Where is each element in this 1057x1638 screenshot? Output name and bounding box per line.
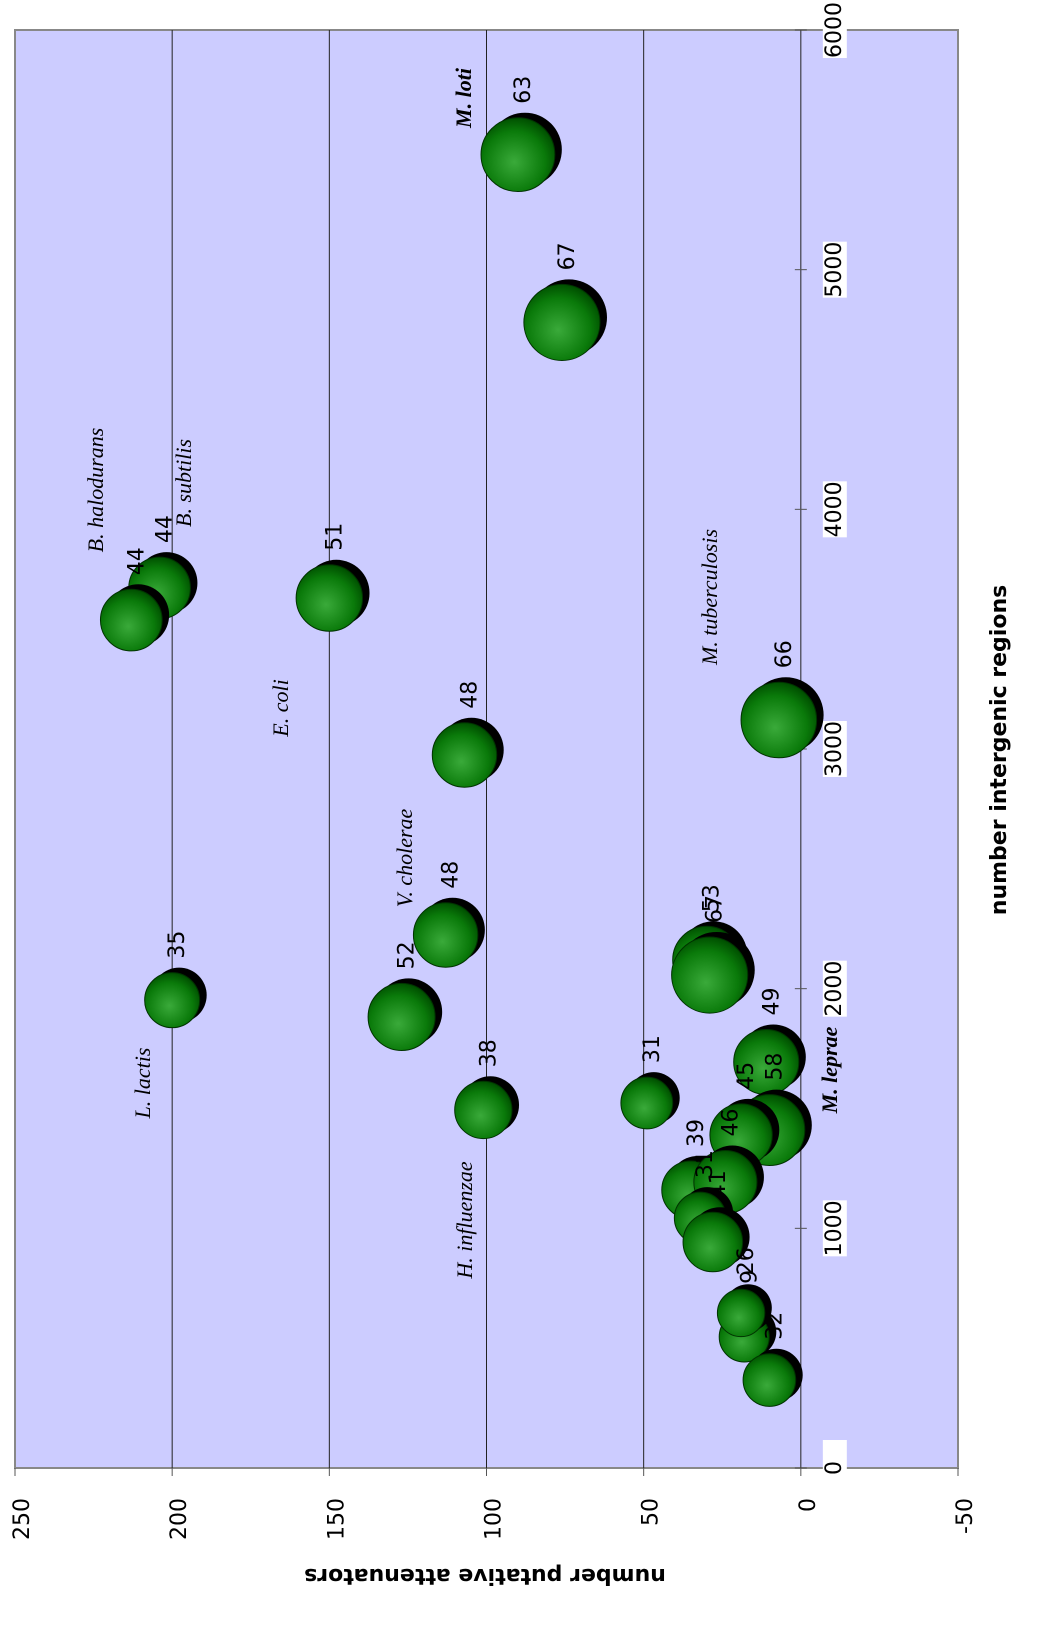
bubble <box>620 1076 674 1130</box>
y-tick-label: -50 <box>953 1498 978 1534</box>
bubble <box>671 936 749 1014</box>
bubble <box>144 972 201 1029</box>
annotation: B. halodurans <box>83 428 108 553</box>
x-tick-label: 5000 <box>822 242 847 298</box>
bubble-label: 44 <box>153 515 178 543</box>
annotation: L. lactis <box>130 1048 155 1120</box>
bubble-label: 32 <box>762 1312 787 1340</box>
bubble-label: 51 <box>322 523 347 551</box>
tick-label-bg <box>822 1440 847 1496</box>
bubble <box>431 722 498 788</box>
tick-label-bg <box>822 960 847 1017</box>
bubble <box>523 283 601 361</box>
y-tick-label: 100 <box>482 1498 507 1540</box>
bubble-label: 49 <box>759 987 784 1015</box>
x-tick-label: 6000 <box>822 2 847 58</box>
y-tick-label: 150 <box>324 1498 349 1540</box>
annotation: V. cholerae <box>392 808 417 907</box>
annotation: E. coli <box>268 679 293 737</box>
bubble-label: 41 <box>706 1170 731 1198</box>
x-tick-label: 3000 <box>822 721 847 777</box>
y-axis-title: number putative attenuators <box>304 1563 666 1588</box>
bubble <box>716 1288 766 1338</box>
bubble-label: 26 <box>734 1247 759 1275</box>
bubble <box>740 681 818 759</box>
x-tick-label: 0 <box>822 1461 847 1475</box>
bubble <box>367 982 436 1051</box>
bubble-label: 31 <box>640 1035 665 1063</box>
y-tick-label: 250 <box>10 1498 35 1540</box>
bubble <box>99 588 163 652</box>
tick-label-bg <box>822 481 847 538</box>
bubble-label: 48 <box>457 681 482 709</box>
bubble-label: 63 <box>511 76 536 104</box>
annotation: M. leprae <box>817 1026 842 1114</box>
y-tick-label: 200 <box>167 1498 192 1540</box>
x-tick-label: 2000 <box>822 961 847 1017</box>
tick-label-bg <box>822 2 847 58</box>
bubble-label: 39 <box>684 1119 709 1147</box>
y-tick-label: 50 <box>639 1498 664 1526</box>
x-tick-label: 1000 <box>822 1200 847 1256</box>
bubble <box>412 902 479 968</box>
bubble-label: 66 <box>772 640 797 668</box>
annotation: M. tuberculosis <box>697 529 722 666</box>
y-tick-label: 0 <box>796 1498 821 1512</box>
bubble-label: 38 <box>476 1039 501 1067</box>
annotation: H. influenzae <box>452 1161 477 1280</box>
bubble-label: 58 <box>762 1053 787 1081</box>
bubble-label: 31 <box>693 1150 718 1178</box>
bubble <box>454 1080 513 1140</box>
bubble <box>742 1353 797 1407</box>
bubble-label: 52 <box>395 941 420 969</box>
bubble <box>682 1211 744 1273</box>
bubble-label: 46 <box>718 1109 743 1137</box>
annotation: M. loti <box>451 67 476 129</box>
tick-label-bg <box>822 241 847 298</box>
bubble <box>295 564 364 632</box>
bubble-label: 35 <box>165 931 190 959</box>
bubble-label: 44 <box>124 547 149 575</box>
bubble-label: 53 <box>700 884 725 912</box>
x-tick-label: 4000 <box>822 481 847 537</box>
x-axis-title: number intergenic regions <box>987 585 1012 915</box>
tick-label-bg <box>822 1200 847 1257</box>
tick-label-bg <box>822 721 847 777</box>
annotation: B. subtilis <box>171 439 196 527</box>
bubble-label: 67 <box>703 895 728 923</box>
bubble-label: 45 <box>734 1062 759 1090</box>
bubble-label: 48 <box>439 861 464 889</box>
bubble <box>480 117 556 193</box>
bubble-label: 67 <box>555 242 580 270</box>
